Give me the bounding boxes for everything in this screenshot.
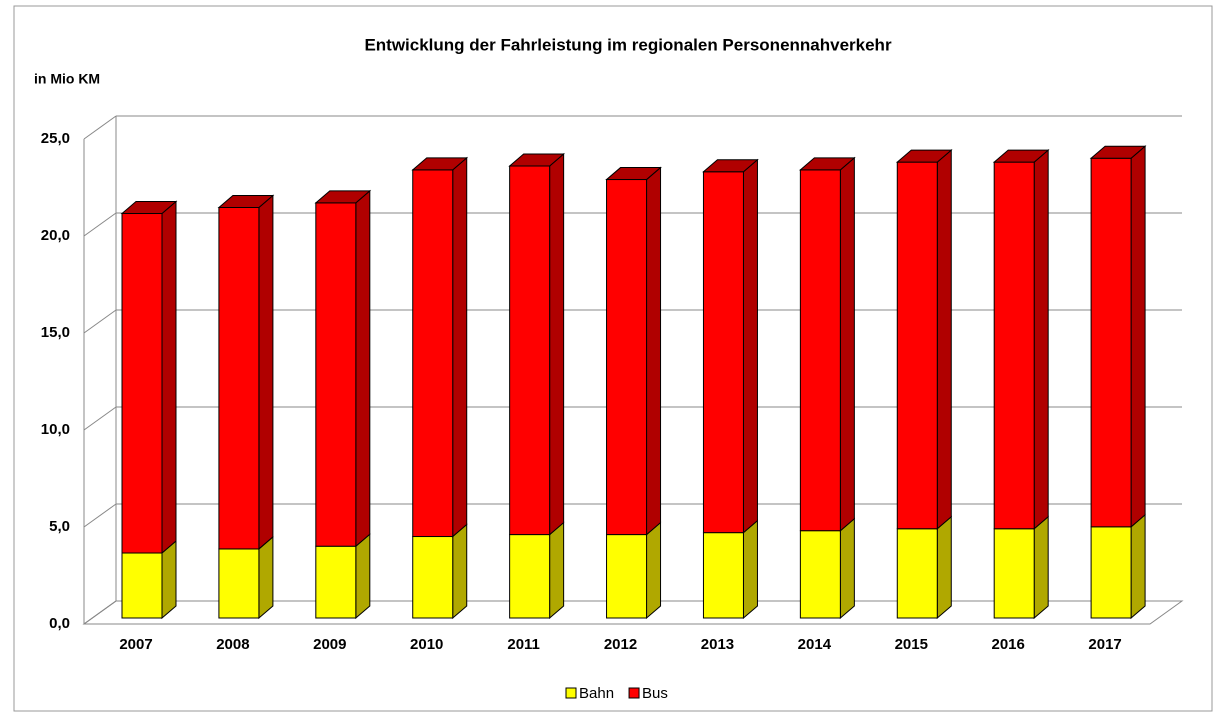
bar-top xyxy=(702,159,759,173)
bar-side xyxy=(742,158,758,534)
bar xyxy=(315,545,357,619)
x-tick-label: 2008 xyxy=(216,636,249,653)
y-axis-label: in Mio KM xyxy=(34,71,100,87)
bar-side xyxy=(452,156,468,538)
bar-side xyxy=(646,521,662,620)
bar-side xyxy=(1033,149,1049,530)
bar-top xyxy=(895,149,953,163)
bar-side xyxy=(839,517,855,620)
bar xyxy=(1090,526,1132,619)
x-tick-label: 2009 xyxy=(313,636,346,653)
bar xyxy=(896,161,938,530)
bar-side xyxy=(742,519,758,620)
legend-swatch xyxy=(628,687,640,699)
x-tick-label: 2016 xyxy=(991,636,1024,653)
grid-diag xyxy=(83,309,117,334)
y-tick-label: 0,0 xyxy=(49,615,70,632)
x-tick-label: 2014 xyxy=(798,636,832,653)
bar-side xyxy=(839,156,855,532)
bar-side xyxy=(452,523,468,620)
bar xyxy=(799,169,841,532)
bar xyxy=(315,202,357,547)
bar-side xyxy=(1033,515,1049,620)
legend-label: Bus xyxy=(642,685,668,702)
x-tick-label: 2012 xyxy=(604,636,637,653)
x-tick-label: 2013 xyxy=(701,636,734,653)
bar-top xyxy=(314,190,372,204)
bar-side xyxy=(258,194,274,551)
bar-top xyxy=(411,157,469,171)
bar-side xyxy=(161,539,177,620)
bar xyxy=(412,169,454,538)
bar xyxy=(121,213,163,554)
y-tick-label: 15,0 xyxy=(41,324,70,341)
bar-top xyxy=(992,149,1050,163)
bar-side xyxy=(936,149,952,530)
bar-top xyxy=(605,167,662,181)
bar-side xyxy=(355,189,371,548)
bar-side xyxy=(936,515,952,620)
grid-diag xyxy=(83,600,117,625)
legend-label: Bahn xyxy=(579,685,614,702)
bar-side xyxy=(549,152,565,536)
chart-title: Entwicklung der Fahrleistung im regional… xyxy=(364,35,892,54)
bar xyxy=(606,179,648,536)
bar xyxy=(702,532,744,619)
bar xyxy=(993,161,1035,530)
legend-swatch xyxy=(565,687,577,699)
y-tick-label: 20,0 xyxy=(41,227,70,244)
bar-side xyxy=(646,166,662,536)
bar-side xyxy=(1130,513,1146,620)
grid-diag xyxy=(83,503,117,528)
x-tick-label: 2007 xyxy=(119,636,152,653)
bar xyxy=(1090,157,1132,528)
grid-diag xyxy=(83,406,117,431)
bar xyxy=(509,165,551,536)
x-tick-label: 2017 xyxy=(1088,636,1121,653)
bar-side xyxy=(549,521,565,620)
y-tick-label: 5,0 xyxy=(49,518,70,535)
bar xyxy=(606,534,648,619)
bar-top xyxy=(120,201,178,215)
x-tick-label: 2011 xyxy=(507,636,540,653)
bar xyxy=(412,536,454,619)
bar xyxy=(799,530,841,619)
grid-diag xyxy=(83,115,117,140)
bar-top xyxy=(217,194,275,208)
bar-top xyxy=(799,157,856,171)
bar-top xyxy=(508,153,565,167)
x-tick-label: 2015 xyxy=(895,636,928,653)
bar-top xyxy=(1089,145,1147,159)
y-tick-label: 25,0 xyxy=(41,130,70,147)
x-tick-label: 2010 xyxy=(410,636,443,653)
bar xyxy=(509,534,551,619)
bar xyxy=(218,206,260,550)
bar-side xyxy=(1130,145,1146,528)
y-tick-label: 10,0 xyxy=(41,421,70,438)
bar xyxy=(896,528,938,619)
bar xyxy=(993,528,1035,619)
bar xyxy=(702,171,744,534)
grid-diag xyxy=(83,212,117,237)
bar-side xyxy=(355,533,371,620)
bar xyxy=(121,552,163,619)
bar-side xyxy=(258,535,274,620)
bar-side xyxy=(161,200,177,555)
bar xyxy=(218,548,260,619)
